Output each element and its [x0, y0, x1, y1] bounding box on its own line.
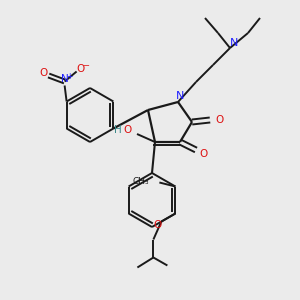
Text: H: H — [114, 125, 122, 135]
Text: O: O — [76, 64, 85, 74]
Text: N: N — [230, 38, 238, 48]
Text: N: N — [176, 91, 184, 101]
Text: −: − — [82, 61, 89, 70]
Text: O: O — [153, 220, 161, 230]
Text: O: O — [124, 125, 132, 135]
Text: N: N — [61, 74, 68, 85]
Text: O: O — [215, 115, 223, 125]
Text: +: + — [66, 72, 72, 81]
Text: O: O — [199, 149, 207, 159]
Text: CH₃: CH₃ — [133, 177, 149, 186]
Text: O: O — [40, 68, 48, 79]
